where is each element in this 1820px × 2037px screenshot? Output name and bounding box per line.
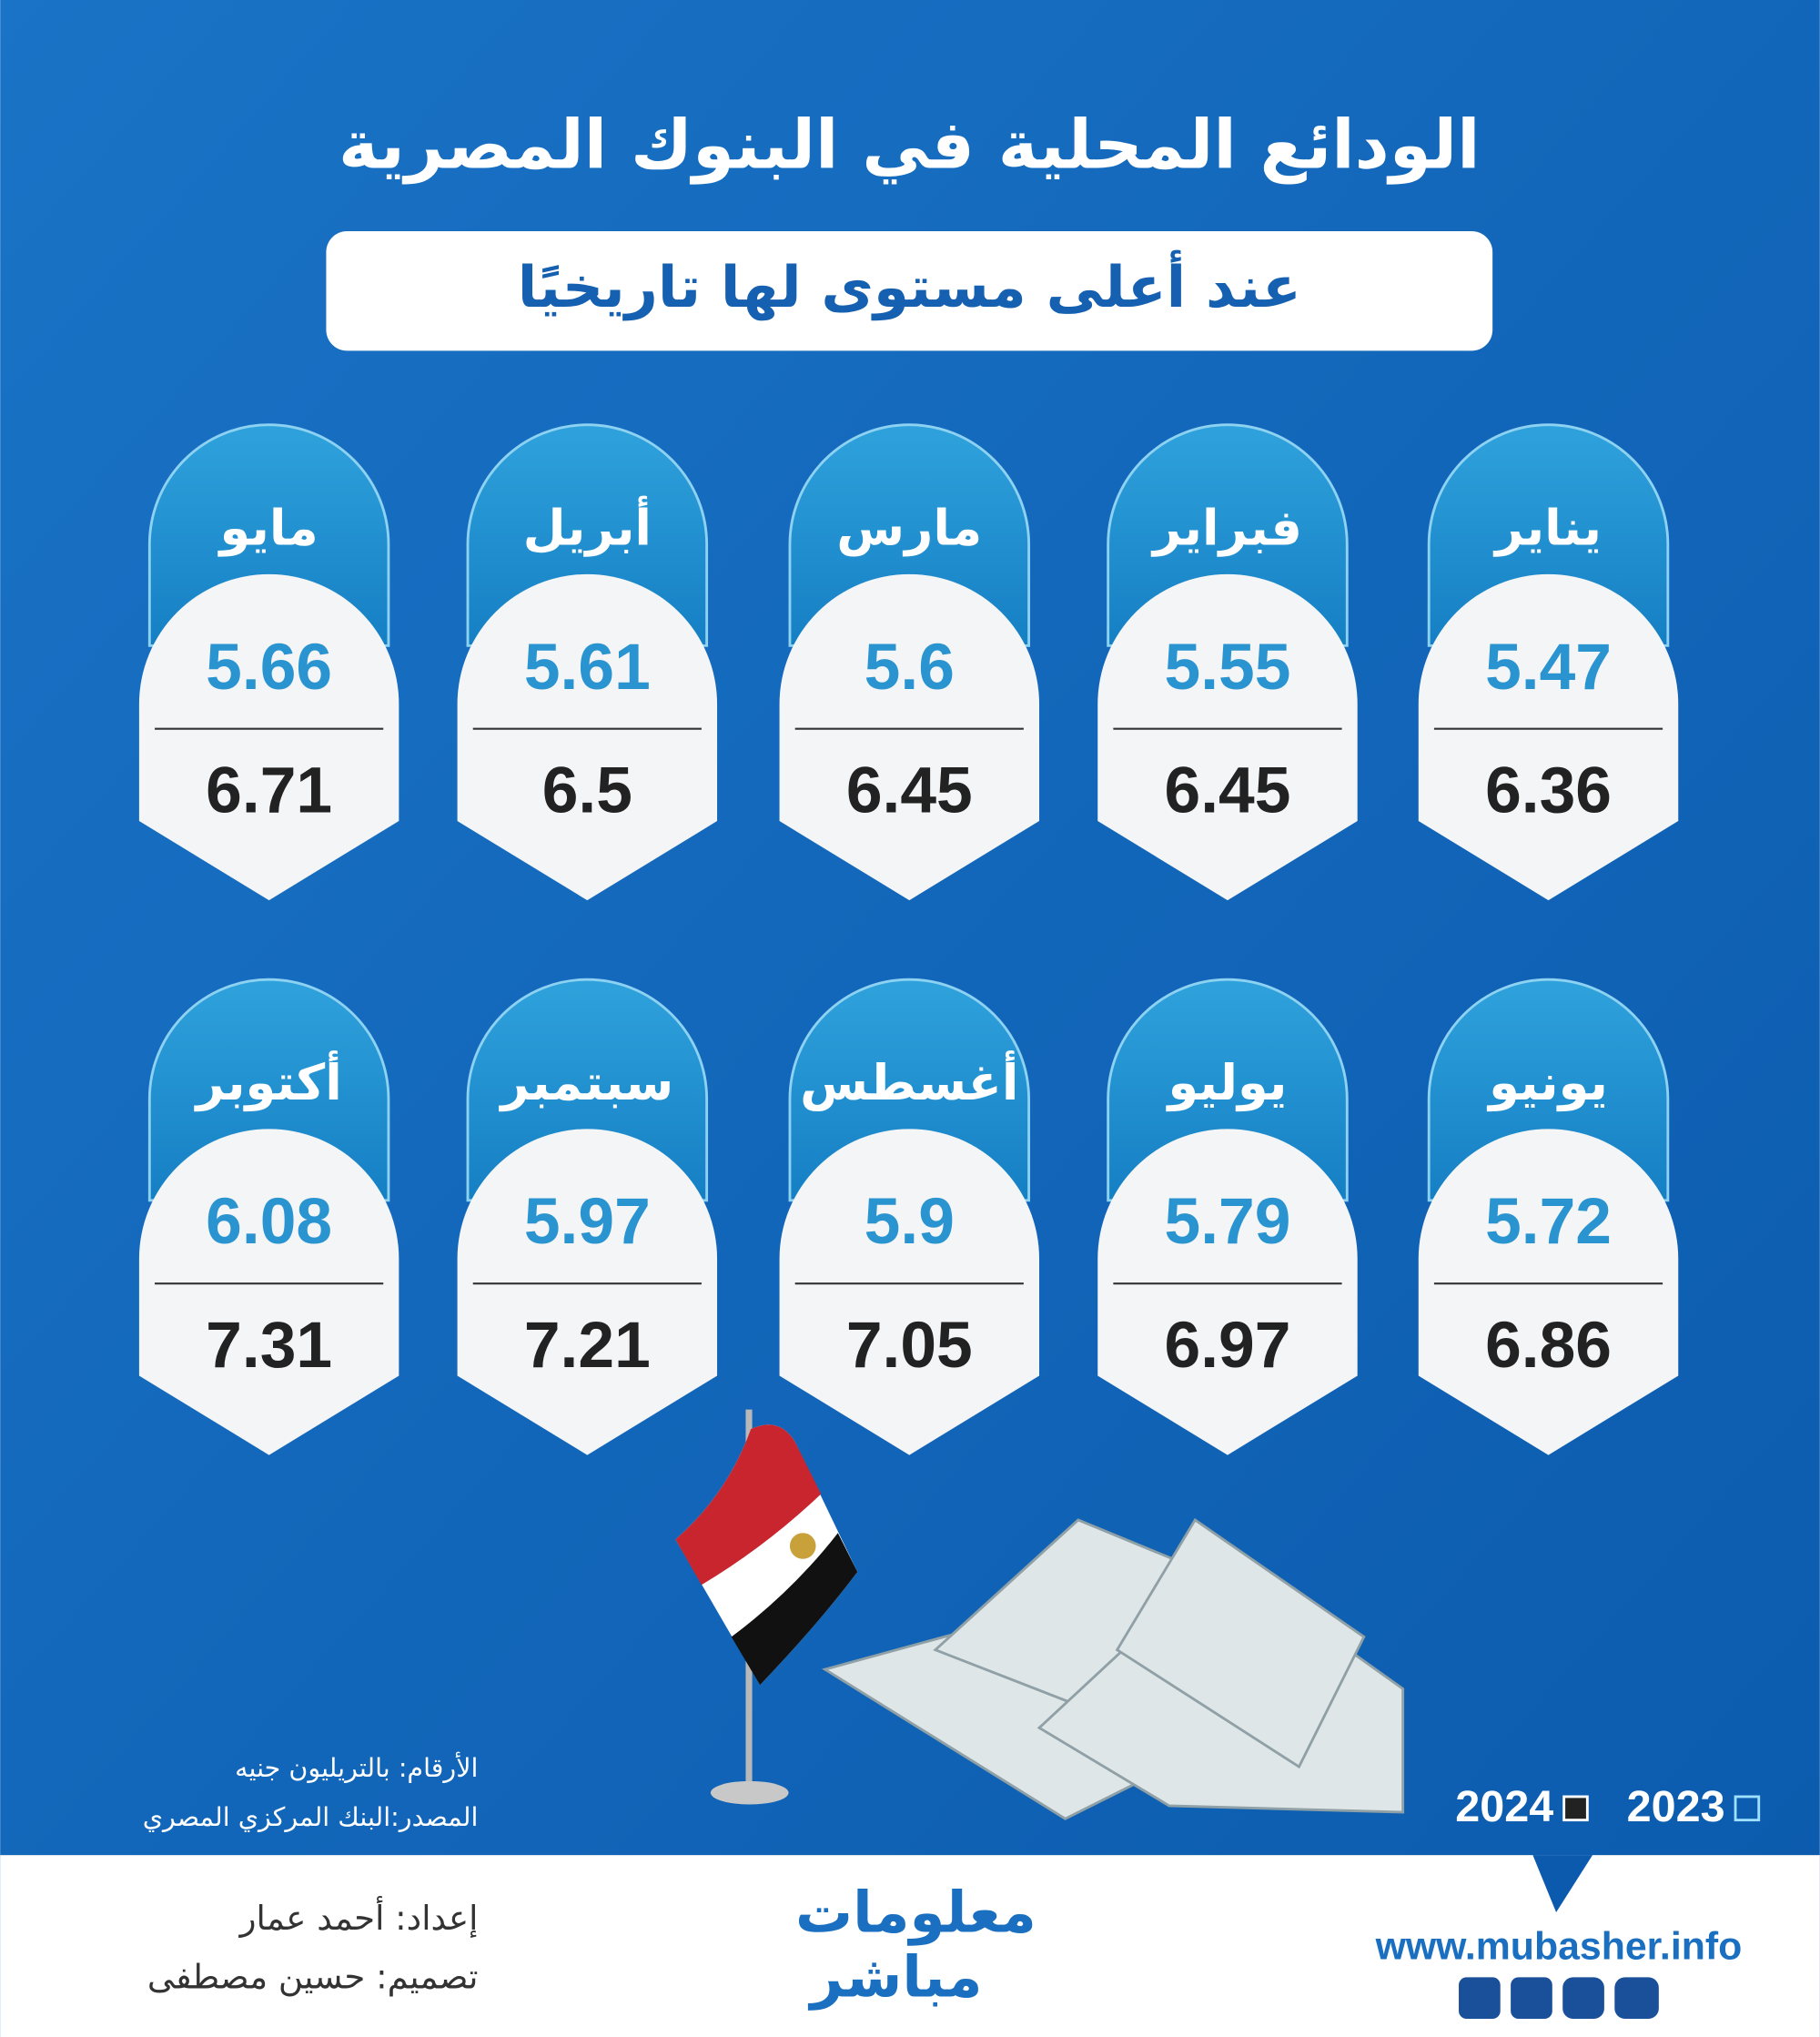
x-icon[interactable] bbox=[1511, 1977, 1552, 2020]
value-2024: 6.97 bbox=[1165, 1309, 1291, 1382]
value-2023: 5.72 bbox=[1485, 1185, 1612, 1258]
value-2024: 6.5 bbox=[542, 754, 632, 826]
month-card: سبتمبر 5.97 7.21 bbox=[457, 978, 718, 1455]
card-body bbox=[1097, 1129, 1358, 1455]
youtube-icon[interactable] bbox=[1614, 1977, 1659, 2020]
month-label: مارس bbox=[836, 499, 982, 556]
month-card: فبراير 5.55 6.45 bbox=[1097, 423, 1358, 901]
value-2023: 5.9 bbox=[864, 1185, 955, 1258]
source-note: المصدر:البنك المركزي المصري bbox=[143, 1802, 479, 1832]
card-body bbox=[779, 573, 1040, 901]
value-2023: 5.66 bbox=[206, 631, 332, 704]
legend-swatch bbox=[1734, 1795, 1761, 1822]
value-2024: 7.21 bbox=[524, 1309, 651, 1382]
card-body bbox=[1097, 573, 1358, 901]
footer-pointer bbox=[1532, 1855, 1593, 1912]
card-body bbox=[779, 1129, 1040, 1455]
month-card: أغسطس 5.9 7.05 bbox=[779, 978, 1040, 1455]
value-2023: 6.08 bbox=[206, 1185, 332, 1258]
website-url: www.mubasher.info bbox=[1375, 1924, 1743, 1968]
prepared-by: إعداد: أحمد عمار bbox=[238, 1896, 479, 1938]
month-label: مايو bbox=[217, 499, 318, 556]
social-icons bbox=[1459, 1977, 1659, 2020]
month-label: سبتمبر bbox=[498, 1054, 673, 1111]
unit-note: الأرقام: بالتريليون جنيه bbox=[235, 1751, 478, 1783]
instagram-icon[interactable] bbox=[1562, 1977, 1604, 2020]
month-label: فبراير bbox=[1150, 499, 1302, 556]
value-2023: 5.97 bbox=[524, 1185, 651, 1258]
value-2024: 6.86 bbox=[1485, 1309, 1612, 1382]
logo-top: معلومات bbox=[795, 1879, 1036, 1945]
value-2024: 6.45 bbox=[1165, 754, 1291, 826]
value-2024: 6.45 bbox=[846, 754, 973, 826]
month-label: أبريل bbox=[523, 495, 652, 556]
month-card: يناير 5.47 6.36 bbox=[1418, 423, 1679, 901]
value-2024: 7.05 bbox=[846, 1309, 973, 1382]
legend-swatch bbox=[1562, 1795, 1589, 1822]
cards: يناير 5.47 6.36 فبراير 5.55 6.45 مارس 5.6 6.45 أب… bbox=[138, 423, 1679, 1455]
month-card: أبريل 5.61 6.5 bbox=[457, 423, 718, 901]
legend-label: 2023 bbox=[1627, 1782, 1725, 1831]
month-card: مايو 5.66 6.71 bbox=[138, 423, 399, 901]
value-2023: 5.61 bbox=[524, 631, 651, 704]
month-label: يونيو bbox=[1486, 1054, 1608, 1111]
title: الودائع المحلية في البنوك المصرية bbox=[339, 106, 1481, 186]
month-label: يوليو bbox=[1166, 1054, 1288, 1111]
subtitle-box bbox=[326, 231, 1493, 351]
month-card: مارس 5.6 6.45 bbox=[779, 423, 1040, 901]
card-body bbox=[138, 573, 399, 901]
designed-by: تصميم: حسين مصطفى bbox=[147, 1957, 479, 1996]
value-2023: 5.6 bbox=[864, 631, 955, 704]
card-body bbox=[457, 573, 718, 901]
month-label: يناير bbox=[1492, 499, 1602, 556]
value-2024: 7.31 bbox=[206, 1309, 332, 1382]
value-2024: 6.71 bbox=[206, 754, 332, 826]
legend-label: 2024 bbox=[1455, 1782, 1553, 1831]
month-label: أكتوبر bbox=[193, 1050, 341, 1111]
card-body bbox=[1418, 1129, 1679, 1455]
card-body bbox=[457, 1129, 718, 1455]
value-2023: 5.79 bbox=[1165, 1185, 1291, 1258]
logo-bottom: مباشر bbox=[808, 1944, 983, 2011]
value-2023: 5.47 bbox=[1485, 631, 1612, 704]
card-body bbox=[1418, 573, 1679, 901]
month-card: يوليو 5.79 6.97 bbox=[1097, 978, 1358, 1455]
value-2024: 6.36 bbox=[1485, 754, 1612, 826]
facebook-icon[interactable] bbox=[1459, 1977, 1501, 2020]
month-label: أغسطس bbox=[800, 1050, 1018, 1111]
card-body bbox=[138, 1129, 399, 1455]
value-2023: 5.55 bbox=[1165, 631, 1291, 704]
subtitle: عند أعلى مستوى لها تاريخيًا bbox=[518, 250, 1301, 320]
money-illustration bbox=[821, 1517, 1405, 1820]
month-card: يونيو 5.72 6.86 bbox=[1418, 978, 1679, 1455]
flag-illustration bbox=[675, 1409, 858, 1805]
legend: 2023 2024 bbox=[1455, 1782, 1761, 1831]
month-card: أكتوبر 6.08 7.31 bbox=[138, 978, 399, 1455]
